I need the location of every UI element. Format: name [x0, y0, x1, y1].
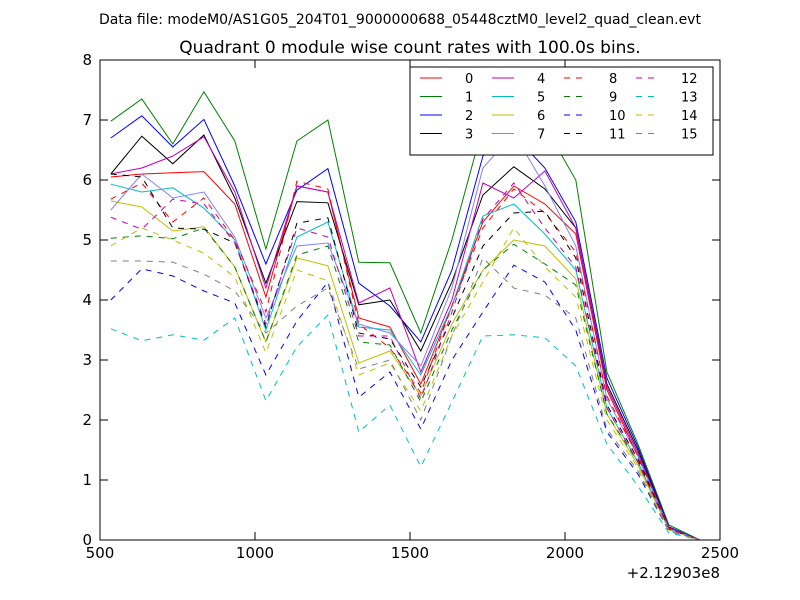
series-5-line — [110, 183, 701, 541]
legend-label-0: 0 — [465, 72, 473, 87]
suptitle: Data file: modeM0/AS1G05_204T01_90000006… — [99, 12, 701, 28]
legend-label-3: 3 — [465, 128, 473, 143]
series-2-line — [110, 115, 701, 541]
y-tick-label: 2 — [82, 411, 92, 429]
legend-label-6: 6 — [537, 109, 545, 124]
legend-label-14: 14 — [681, 109, 698, 124]
legend-label-9: 9 — [609, 91, 617, 106]
legend-label-1: 1 — [465, 91, 473, 106]
legend-label-5: 5 — [537, 91, 545, 106]
legend-label-13: 13 — [681, 91, 698, 106]
x-tick-label: 1000 — [236, 544, 274, 562]
x-offset-label: +2.12903e8 — [627, 564, 720, 582]
series-15-line — [110, 257, 701, 541]
legend-label-4: 4 — [537, 72, 545, 87]
series-4-line — [110, 136, 701, 541]
y-tick-label: 6 — [82, 171, 92, 189]
legend-label-2: 2 — [465, 109, 473, 124]
series-0-line — [110, 171, 701, 541]
y-tick-label: 3 — [82, 351, 92, 369]
x-tick-label: 500 — [86, 544, 115, 562]
legend-label-15: 15 — [681, 128, 698, 143]
y-tick-label: 5 — [82, 231, 92, 249]
y-tick-label: 0 — [82, 531, 92, 549]
y-tick-label: 1 — [82, 471, 92, 489]
legend-label-8: 8 — [609, 72, 617, 87]
series-13-line — [110, 314, 701, 541]
series-12-line — [110, 182, 701, 541]
series-3-line — [110, 134, 701, 541]
y-tick-label: 8 — [82, 51, 92, 69]
legend-label-12: 12 — [681, 72, 698, 87]
series-7-line — [110, 132, 701, 541]
series-14-line — [110, 227, 701, 541]
series-8-line — [110, 180, 701, 541]
legend-label-11: 11 — [609, 128, 626, 143]
x-tick-label: 2000 — [546, 544, 584, 562]
series-layer — [110, 90, 701, 541]
legend-box — [409, 66, 714, 156]
chart-title: Quadrant 0 module wise count rates with … — [179, 38, 640, 58]
legend-label-10: 10 — [609, 109, 626, 124]
x-axis: 500 1000 1500 2000 2500 — [86, 60, 739, 562]
series-10-line — [110, 264, 701, 541]
series-11-line — [110, 173, 701, 541]
x-tick-label: 2500 — [701, 544, 739, 562]
y-tick-label: 7 — [82, 111, 92, 129]
x-tick-label: 1500 — [391, 544, 429, 562]
y-tick-label: 4 — [82, 291, 92, 309]
series-1-line — [110, 90, 701, 541]
legend-label-7: 7 — [537, 128, 545, 143]
